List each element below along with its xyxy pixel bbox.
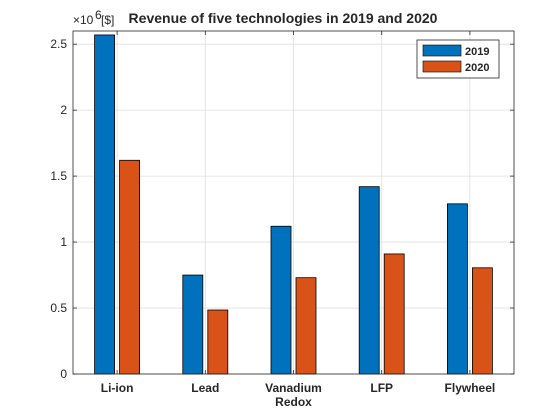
y-exponent-base: ×10 (73, 13, 94, 27)
legend-label-2019: 2019 (465, 46, 489, 58)
y-tick-label-0: 0 (60, 367, 67, 381)
x-tick-label-4-0: Flywheel (445, 381, 496, 395)
x-tick-label-3-0: LFP (370, 381, 393, 395)
y-tick-label-4: 2 (60, 103, 67, 117)
y-tick-label-3: 1.5 (50, 169, 67, 183)
bar-2020-lfp (383, 253, 405, 375)
bar-2019-flywheel (446, 203, 468, 375)
legend-swatch-2020 (422, 60, 462, 73)
grid-lines (73, 31, 514, 375)
bar-2020-lead (207, 309, 229, 375)
x-tick-label-2-0: Vanadium (265, 381, 322, 395)
x-tick-label-0-0: Li-ion (101, 381, 134, 395)
legend-swatch-2019 (422, 44, 462, 57)
legend-label-2020: 2020 (465, 62, 489, 74)
x-tick-label-2-1: Redox (275, 395, 312, 409)
bar-2019-lfp (358, 186, 380, 375)
y-axis: 0 0.5 1 1.5 2 2.5 (50, 37, 514, 381)
bar-2020-li-ion (119, 159, 140, 375)
y-unit-label: [$] (101, 13, 114, 27)
y-exponent-power: 6 (95, 8, 102, 22)
bar-2019-vanadium (270, 225, 292, 375)
bar-2020-flywheel (471, 267, 493, 375)
bar-2020-vanadium (295, 277, 317, 375)
bar-2019-lead (182, 274, 204, 375)
chart-title: Revenue of five technologies in 2019 and… (129, 10, 438, 26)
x-tick-label-1-0: Lead (191, 381, 219, 395)
y-tick-label-5: 2.5 (50, 37, 67, 51)
legend: 2019 2020 (416, 39, 500, 79)
y-tick-label-1: 0.5 (50, 301, 67, 315)
y-tick-label-2: 1 (60, 235, 67, 249)
bar-2019-li-ion (94, 34, 115, 375)
